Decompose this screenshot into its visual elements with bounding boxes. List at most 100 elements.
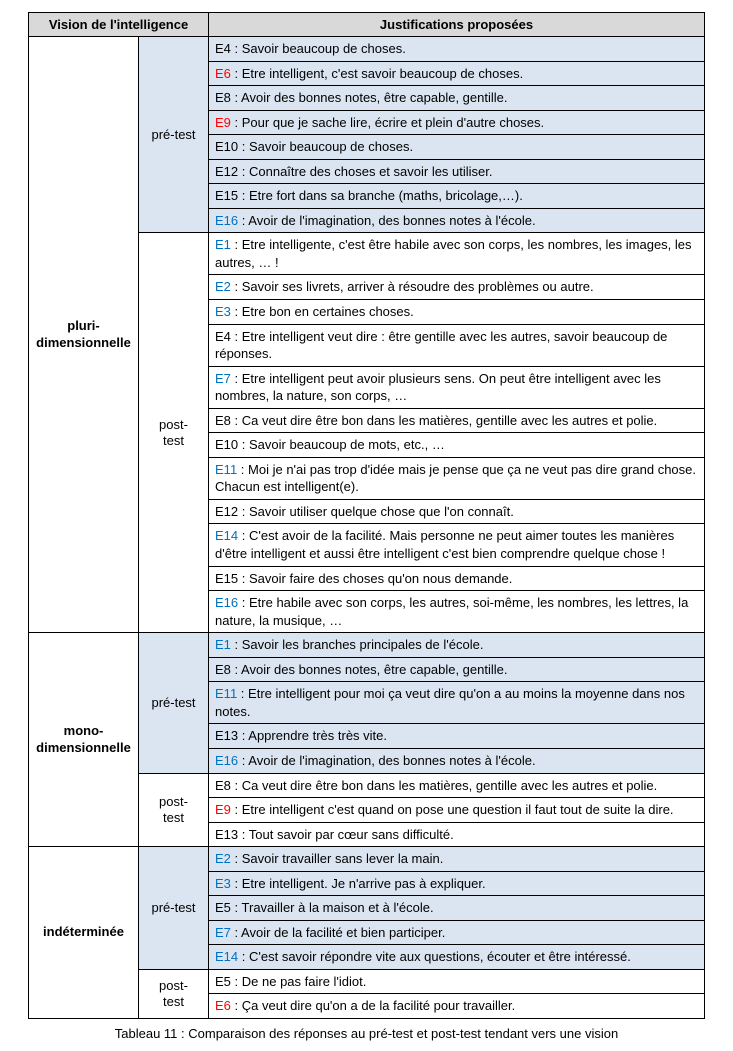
entry-code: E5 (215, 900, 231, 915)
entry-text: Avoir de la facilité et bien participer. (241, 925, 445, 940)
entry-code: E1 (215, 637, 231, 652)
entry-code: E4 (215, 329, 231, 344)
entry-code: E11 (215, 686, 237, 701)
entry-code: E2 (215, 851, 231, 866)
separator: : (231, 413, 242, 428)
separator: : (238, 753, 248, 768)
entry-code: E3 (215, 876, 231, 891)
justification-cell: E10 : Savoir beaucoup de mots, etc., … (209, 433, 705, 458)
entry-code: E4 (215, 41, 231, 56)
separator: : (231, 371, 242, 386)
justification-cell: E10 : Savoir beaucoup de choses. (209, 135, 705, 160)
justification-cell: E5 : Travailler à la maison et à l'école… (209, 896, 705, 921)
entry-code: E14 (215, 528, 238, 543)
entry-text: Avoir de l'imagination, des bonnes notes… (248, 213, 535, 228)
separator: : (238, 164, 249, 179)
separator: : (231, 237, 242, 252)
entry-code: E9 (215, 802, 231, 817)
entry-code: E8 (215, 90, 231, 105)
vision-cell: mono-dimensionnelle (29, 633, 139, 847)
entry-text: Savoir les branches principales de l'éco… (242, 637, 484, 652)
entry-code: E13 (215, 728, 238, 743)
justification-cell: E1 : Savoir les branches principales de … (209, 633, 705, 658)
justification-cell: E2 : Savoir ses livrets, arriver à résou… (209, 275, 705, 300)
entry-text: Avoir de l'imagination, des bonnes notes… (248, 753, 535, 768)
entry-code: E16 (215, 753, 238, 768)
entry-text: Etre intelligent, c'est savoir beaucoup … (242, 66, 523, 81)
entry-code: E3 (215, 304, 231, 319)
justification-cell: E3 : Etre bon en certaines choses. (209, 300, 705, 325)
separator: : (231, 304, 242, 319)
intelligence-vision-table: Vision de l'intelligence Justifications … (28, 12, 705, 1019)
entry-text: Savoir beaucoup de mots, etc., … (249, 437, 445, 452)
justification-cell: E7 : Avoir de la facilité et bien partic… (209, 920, 705, 945)
entry-text: Etre intelligente, c'est être habile ave… (215, 237, 692, 270)
separator: : (231, 974, 242, 989)
entry-text: Etre intelligent pour moi ça veut dire q… (215, 686, 685, 719)
entry-text: Savoir beaucoup de choses. (249, 139, 413, 154)
separator: : (231, 66, 242, 81)
entry-code: E8 (215, 413, 231, 428)
separator: : (231, 41, 242, 56)
justification-cell: E8 : Ca veut dire être bon dans les mati… (209, 773, 705, 798)
entry-text: Etre bon en certaines choses. (242, 304, 414, 319)
phase-cell: post-test (139, 773, 209, 847)
justification-cell: E12 : Savoir utiliser quelque chose que … (209, 499, 705, 524)
entry-code: E16 (215, 595, 238, 610)
entry-text: Etre intelligent c'est quand on pose une… (242, 802, 674, 817)
vision-cell: pluri-dimensionnelle (29, 37, 139, 633)
entry-code: E12 (215, 504, 238, 519)
entry-code: E8 (215, 662, 231, 677)
phase-cell: pré-test (139, 847, 209, 970)
entry-code: E1 (215, 237, 231, 252)
entry-text: Etre intelligent veut dire : être gentil… (215, 329, 667, 362)
entry-text: Tout savoir par cœur sans difficulté. (249, 827, 454, 842)
entry-code: E2 (215, 279, 231, 294)
separator: : (231, 802, 242, 817)
entry-code: E5 (215, 974, 231, 989)
separator: : (231, 90, 241, 105)
justification-cell: E13 : Tout savoir par cœur sans difficul… (209, 822, 705, 847)
caption-prefix: Tableau 11 : (115, 1026, 185, 1041)
entry-text: Avoir des bonnes notes, être capable, ge… (241, 662, 507, 677)
justification-cell: E15 : Etre fort dans sa branche (maths, … (209, 184, 705, 209)
justification-cell: E4 : Savoir beaucoup de choses. (209, 37, 705, 62)
separator: : (231, 900, 242, 915)
entry-text: Travailler à la maison et à l'école. (242, 900, 434, 915)
entry-code: E6 (215, 998, 231, 1013)
entry-code: E10 (215, 139, 238, 154)
separator: : (238, 188, 249, 203)
table-caption: Tableau 11 : Comparaison des réponses au… (28, 1019, 705, 1043)
separator: : (238, 827, 249, 842)
entry-text: Pour que je sache lire, écrire et plein … (242, 115, 544, 130)
justification-cell: E8 : Ca veut dire être bon dans les mati… (209, 408, 705, 433)
phase-cell: pré-test (139, 37, 209, 233)
separator: : (238, 528, 249, 543)
entry-text: Etre intelligent. Je n'arrive pas à expl… (242, 876, 486, 891)
separator: : (238, 504, 249, 519)
separator: : (238, 595, 249, 610)
entry-text: C'est avoir de la facilité. Mais personn… (215, 528, 674, 561)
header-justifications: Justifications proposées (209, 13, 705, 37)
justification-cell: E14 : C'est avoir de la facilité. Mais p… (209, 524, 705, 566)
entry-text: Connaître des choses et savoir les utili… (249, 164, 493, 179)
justification-cell: E5 : De ne pas faire l'idiot. (209, 969, 705, 994)
separator: : (238, 728, 248, 743)
justification-cell: E1 : Etre intelligente, c'est être habil… (209, 233, 705, 275)
entry-text: Ça veut dire qu'on a de la facilité pour… (242, 998, 515, 1013)
separator: : (231, 925, 241, 940)
separator: : (231, 329, 242, 344)
entry-code: E13 (215, 827, 238, 842)
entry-text: Savoir ses livrets, arriver à résoudre d… (242, 279, 594, 294)
entry-code: E10 (215, 437, 238, 452)
justification-cell: E11 : Moi je n'ai pas trop d'idée mais j… (209, 457, 705, 499)
separator: : (237, 462, 248, 477)
justification-cell: E9 : Pour que je sache lire, écrire et p… (209, 110, 705, 135)
phase-cell: post-test (139, 233, 209, 633)
entry-text: Etre fort dans sa branche (maths, bricol… (249, 188, 523, 203)
entry-code: E14 (215, 949, 238, 964)
separator: : (238, 949, 249, 964)
separator: : (237, 686, 248, 701)
justification-cell: E16 : Etre habile avec son corps, les au… (209, 591, 705, 633)
entry-text: Avoir des bonnes notes, être capable, ge… (241, 90, 507, 105)
